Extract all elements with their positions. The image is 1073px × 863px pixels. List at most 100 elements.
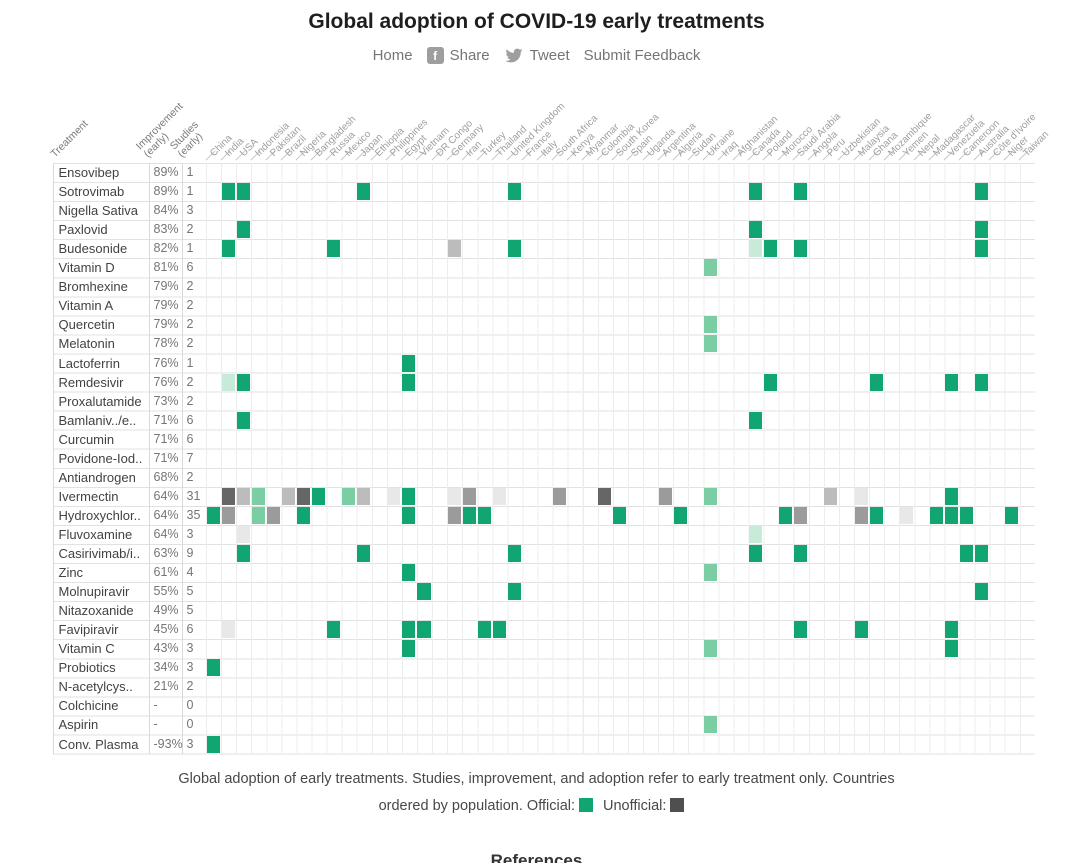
treatment-label[interactable]: Bamlaniv../e.. [58, 412, 137, 428]
adoption-cell[interactable] [944, 506, 958, 524]
adoption-cell[interactable] [447, 240, 461, 258]
treatment-label[interactable]: Paxlovid [58, 222, 108, 238]
treatment-label[interactable]: Vitamin C [58, 641, 115, 657]
adoption-cell[interactable] [402, 487, 416, 505]
adoption-cell[interactable] [673, 506, 687, 524]
adoption-cell[interactable] [794, 240, 808, 258]
adoption-cell[interactable] [417, 583, 431, 601]
adoption-cell[interactable] [236, 525, 250, 543]
adoption-cell[interactable] [206, 735, 220, 753]
adoption-cell[interactable] [327, 621, 341, 639]
adoption-cell[interactable] [251, 506, 265, 524]
adoption-cell[interactable] [703, 259, 717, 277]
treatment-label[interactable]: Favipiravir [58, 622, 119, 638]
treatment-label[interactable]: Ivermectin [58, 488, 119, 504]
adoption-cell[interactable] [236, 373, 250, 391]
treatment-label[interactable]: Zinc [58, 565, 84, 581]
treatment-label[interactable]: Proxalutamide [58, 393, 142, 409]
adoption-cell[interactable] [357, 487, 371, 505]
adoption-cell[interactable] [944, 640, 958, 658]
treatment-label[interactable]: Molnupiravir [58, 584, 130, 600]
adoption-cell[interactable] [357, 545, 371, 563]
adoption-cell[interactable] [975, 545, 989, 563]
treatment-label[interactable]: Probiotics [58, 660, 116, 676]
adoption-cell[interactable] [960, 506, 974, 524]
adoption-cell[interactable] [613, 506, 627, 524]
adoption-cell[interactable] [357, 183, 371, 201]
treatment-label[interactable]: Quercetin [58, 317, 115, 333]
adoption-cell[interactable] [477, 506, 491, 524]
adoption-cell[interactable] [266, 506, 280, 524]
adoption-cell[interactable] [749, 240, 763, 258]
adoption-cell[interactable] [507, 183, 521, 201]
adoption-cell[interactable] [779, 506, 793, 524]
treatment-label[interactable]: Povidone-Iod.. [58, 450, 143, 466]
adoption-cell[interactable] [703, 564, 717, 582]
adoption-cell[interactable] [975, 183, 989, 201]
adoption-cell[interactable] [975, 373, 989, 391]
adoption-cell[interactable] [703, 640, 717, 658]
adoption-cell[interactable] [462, 506, 476, 524]
adoption-cell[interactable] [402, 354, 416, 372]
adoption-cell[interactable] [507, 583, 521, 601]
adoption-cell[interactable] [402, 373, 416, 391]
adoption-cell[interactable] [824, 487, 838, 505]
adoption-cell[interactable] [206, 506, 220, 524]
treatment-label[interactable]: Vitamin D [58, 260, 115, 276]
adoption-cell[interactable] [342, 487, 356, 505]
adoption-cell[interactable] [944, 487, 958, 505]
adoption-cell[interactable] [899, 506, 913, 524]
tweet-link[interactable]: Tweet [504, 47, 570, 64]
adoption-cell[interactable] [944, 373, 958, 391]
treatment-label[interactable]: Hydroxychlor.. [58, 507, 141, 523]
treatment-label[interactable]: Conv. Plasma [58, 736, 139, 752]
adoption-cell[interactable] [764, 240, 778, 258]
submit-feedback-link[interactable]: Submit Feedback [584, 47, 701, 64]
treatment-label[interactable]: N-acetylcys.. [58, 679, 133, 695]
adoption-cell[interactable] [477, 621, 491, 639]
adoption-cell[interactable] [402, 564, 416, 582]
adoption-cell[interactable] [598, 487, 612, 505]
adoption-cell[interactable] [794, 183, 808, 201]
treatment-label[interactable]: Colchicine [58, 698, 119, 714]
adoption-cell[interactable] [251, 487, 265, 505]
adoption-cell[interactable] [553, 487, 567, 505]
adoption-cell[interactable] [703, 716, 717, 734]
adoption-cell[interactable] [749, 183, 763, 201]
adoption-cell[interactable] [703, 316, 717, 334]
adoption-cell[interactable] [311, 487, 326, 505]
home-link[interactable]: Home [373, 47, 413, 64]
adoption-cell[interactable] [794, 621, 808, 639]
treatment-label[interactable]: Antiandrogen [58, 469, 136, 485]
adoption-cell[interactable] [296, 487, 310, 505]
adoption-cell[interactable] [402, 506, 416, 524]
treatment-label[interactable]: Vitamin A [58, 298, 114, 314]
adoption-cell[interactable] [749, 545, 763, 563]
adoption-cell[interactable] [236, 183, 250, 201]
adoption-cell[interactable] [387, 487, 401, 505]
adoption-cell[interactable] [975, 240, 989, 258]
treatment-label[interactable]: Sotrovimab [58, 184, 125, 200]
adoption-cell[interactable] [658, 487, 672, 505]
adoption-cell[interactable] [417, 621, 431, 639]
adoption-cell[interactable] [869, 373, 883, 391]
adoption-cell[interactable] [944, 621, 958, 639]
adoption-cell[interactable] [975, 221, 989, 239]
adoption-cell[interactable] [221, 373, 235, 391]
adoption-cell[interactable] [221, 240, 235, 258]
adoption-cell[interactable] [794, 506, 808, 524]
adoption-cell[interactable] [854, 506, 868, 524]
adoption-cell[interactable] [869, 506, 883, 524]
adoption-cell[interactable] [749, 525, 763, 543]
adoption-cell[interactable] [236, 411, 250, 429]
adoption-cell[interactable] [854, 621, 868, 639]
adoption-cell[interactable] [492, 621, 506, 639]
adoption-cell[interactable] [462, 487, 476, 505]
share-link[interactable]: f Share [426, 47, 490, 64]
adoption-cell[interactable] [960, 545, 974, 563]
adoption-cell[interactable] [447, 487, 461, 505]
adoption-cell[interactable] [749, 221, 763, 239]
treatment-label[interactable]: Bromhexine [58, 279, 128, 295]
adoption-cell[interactable] [296, 506, 310, 524]
treatment-label[interactable]: Remdesivir [58, 374, 124, 390]
